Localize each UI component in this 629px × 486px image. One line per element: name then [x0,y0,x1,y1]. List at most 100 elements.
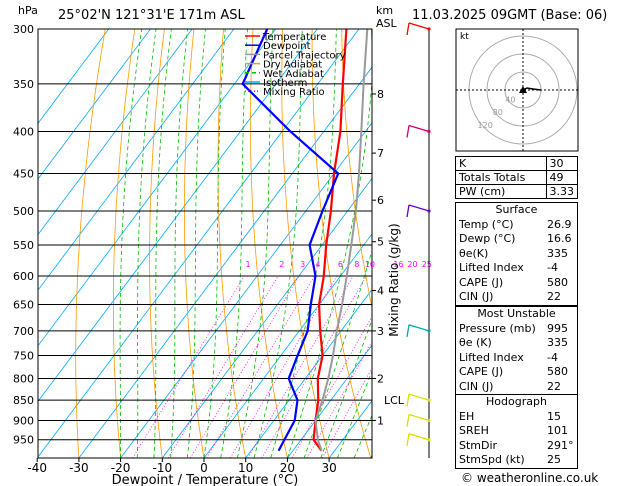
wind-barb [408,393,430,401]
x-tick-label: -40 [27,461,47,475]
wind-marker [427,129,431,134]
pressure-tick-label: 950 [13,434,34,447]
wet-adiabat-line [287,76,372,458]
wind-marker [427,438,431,442]
dry-adiabat-line [113,29,136,458]
km-tick-label: 3 [377,325,384,338]
mixing-ratio-label: 20 [407,260,417,269]
wind-barb [408,324,430,332]
surface-row: CAPE (J) 580 [459,275,568,289]
pressure-tick-label: 750 [13,349,34,362]
most-unstable-row: θe (K) 335 [459,336,568,349]
hodograph-title: Hodograph [486,395,547,408]
wind-marker [427,418,431,423]
hodograph-row: StmDir 291° [459,438,574,452]
isotherm-line [38,29,110,124]
wind-barb [408,204,430,212]
hodograph-section: Hodograph EH 15 SREH 101 StmDir 291° StmSpd… [455,394,578,469]
parcel-profile-line [314,29,369,452]
isotherm-line [161,177,372,458]
hodograph-trace [522,87,542,91]
wind-barb-flag [406,414,410,427]
pressure-tick-label: 550 [13,239,34,252]
km-tick-label: 6 [377,194,384,207]
storm-motion-marker [519,86,527,93]
wet-adiabat-line [270,29,337,458]
pressure-tick-label: 400 [13,126,34,139]
mixing-ratio-label: 3 [300,260,305,269]
mixing-ratio-label: 8 [354,260,359,269]
pressure-tick-label: 700 [13,325,34,338]
surface-row: CIN (J) 22 [459,290,561,303]
most-unstable-row: CAPE (J) 580 [459,365,568,378]
x-tick-label: -30 [69,461,89,475]
isotherm-line [203,233,372,458]
legend-label: Isotherm [263,78,307,89]
km-tick-label: 2 [377,372,384,385]
surface-title: Surface [495,203,538,216]
km-tick-label: 7 [377,147,384,160]
pressure-tick-label: 300 [13,23,34,36]
x-tick-label: 20 [280,461,295,475]
wind-marker [427,329,431,333]
temperature-profile-line [312,29,348,452]
pressure-tick-label: 500 [13,205,34,218]
most-unstable-title: Most Unstable [477,307,556,320]
index-row: PW (cm) 3.33 [455,184,578,199]
pressure-tick-label: 900 [13,414,34,427]
km-label: km [376,4,394,17]
dry-adiabat-line [183,29,205,458]
index-row: Totals Totals 49 [455,170,578,185]
hodograph-row: EH 15 [459,409,561,423]
isotherm-line [38,29,235,291]
wet-adiabat-line [136,29,157,458]
plot-frame [37,28,373,459]
km-tick-label: 1 [377,414,384,427]
wet-adiabat-line [220,29,248,458]
km-tick-label: 8 [377,88,384,101]
isotherm-line [78,66,372,458]
location-label: 25°02'N 121°31'E 171m ASL [58,8,245,23]
legend-label: Parcel Trajectory [263,50,346,61]
most-unstable-row: Pressure (mb) 995 [459,321,568,335]
pressure-tick-label: 650 [13,299,34,312]
mixing-ratio-label: 6 [338,260,343,269]
wind-barb [408,124,430,133]
wind-barb-flag [406,22,410,36]
mixing-ratio-label: 4 [315,260,320,269]
hodograph-ring-label: 80 [493,108,503,117]
isotherm-line [38,29,318,402]
x-tick-label: -10 [152,461,172,475]
mixing-ratio-line [167,275,279,458]
mixing-ratio-line [247,275,354,458]
legend-label: Mixing Ratio [263,87,325,98]
wind-marker [427,209,431,213]
wind-barb [408,433,430,441]
isotherm-line [245,288,372,458]
isotherm-line [38,29,151,180]
wet-adiabat-line [186,29,206,458]
wet-adiabat-line [170,29,188,458]
dry-adiabat-line [75,29,106,458]
hodograph-unit-label: kt [460,32,469,42]
mixing-ratio-label: 2 [279,260,284,269]
datetime-label: 11.03.2025 09GMT (Base: 06) [412,8,608,23]
wet-adiabat-line [153,29,172,458]
wind-barb [408,22,430,30]
mixing-ratio-axis-label: Mixing Ratio (g/kg) [387,223,401,336]
index-row: K 30 [455,156,578,171]
mixing-ratio-line [189,275,300,458]
pressure-tick-label: 850 [13,394,34,407]
legend-label: Wet Adiabat [263,69,324,80]
wind-barb-flag [406,125,410,138]
wet-adiabat-line [119,29,143,458]
surface-row: θe(K) 335 [459,246,568,260]
lcl-label: LCL [384,394,405,407]
isotherm-line [287,344,372,458]
credit-label: © weatheronline.co.uk [461,471,599,485]
dry-adiabat-line [578,29,629,458]
x-tick-label: -20 [111,461,131,475]
x-axis-label: Dewpoint / Temperature (°C) [112,473,299,486]
plot-area [38,29,629,458]
